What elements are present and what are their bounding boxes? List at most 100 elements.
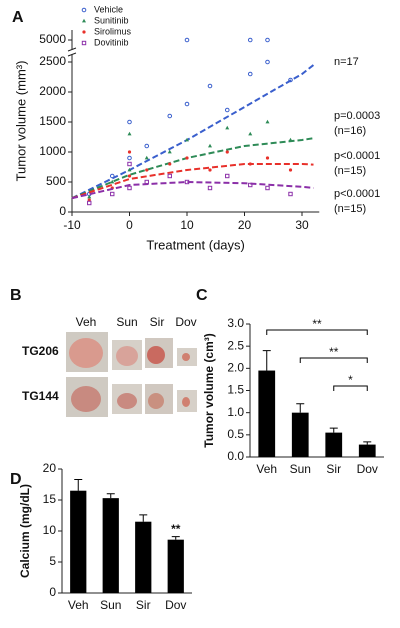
x-tick-label: 20 xyxy=(238,218,252,232)
point xyxy=(127,161,132,167)
legend-label: Sunitinib xyxy=(94,15,129,25)
row-label: TG144 xyxy=(22,389,59,403)
bar xyxy=(358,444,376,457)
column-label: Veh xyxy=(76,315,97,329)
significance-bracket xyxy=(266,329,368,335)
y-tick-label: 500 xyxy=(46,174,66,188)
point xyxy=(184,37,190,43)
point xyxy=(82,30,86,34)
x-tick-label: Sun xyxy=(100,598,121,612)
column-label: Dov xyxy=(175,315,196,329)
annotation: (n=15) xyxy=(334,203,366,215)
point xyxy=(82,18,86,23)
column-label: Sun xyxy=(116,315,137,329)
legend-label: Sirolimus xyxy=(94,26,132,36)
annotation: p=0.0003 xyxy=(334,110,380,122)
x-tick-label: Sun xyxy=(290,462,311,476)
significance-bracket xyxy=(299,357,368,363)
point xyxy=(81,40,87,46)
point xyxy=(127,119,132,125)
point xyxy=(168,162,172,166)
bar xyxy=(291,412,309,457)
y-tick-label: 2.0 xyxy=(227,361,244,375)
point xyxy=(247,71,253,77)
y-axis-label: Tumor volume (cm³) xyxy=(202,333,216,447)
x-tick-label: Veh xyxy=(256,462,277,476)
point xyxy=(265,37,270,43)
bar xyxy=(167,539,184,593)
error-bar xyxy=(262,350,271,371)
x-tick-label: 0 xyxy=(126,218,133,232)
point xyxy=(87,198,91,202)
axis-break xyxy=(67,47,77,57)
y-tick-label: 3.0 xyxy=(227,316,244,330)
point xyxy=(207,185,213,191)
bar xyxy=(258,370,276,457)
y-tick-label: 20 xyxy=(43,461,57,475)
bar xyxy=(102,498,119,593)
y-axis-label: Tumor volume (mm³) xyxy=(13,61,28,182)
row-label: TG206 xyxy=(22,344,59,358)
annotation: (n=15) xyxy=(334,165,366,177)
point xyxy=(127,150,132,154)
point xyxy=(87,194,92,199)
annotation: p<0.0001 xyxy=(334,150,380,162)
y-tick-label: 15 xyxy=(43,492,57,506)
point xyxy=(127,167,132,172)
error-bar xyxy=(329,427,338,433)
point xyxy=(110,179,115,184)
error-bar xyxy=(363,441,372,445)
point xyxy=(224,107,230,113)
annotation: (n=16) xyxy=(334,125,366,137)
y-tick-label: 0 xyxy=(49,585,56,599)
y-tick-label: 1500 xyxy=(39,114,66,128)
error-bar xyxy=(296,403,305,413)
point xyxy=(288,77,293,83)
y-tick-label: 0 xyxy=(59,204,66,218)
point xyxy=(167,173,172,179)
annotation: n=17 xyxy=(334,56,359,68)
x-tick-label: -10 xyxy=(63,218,81,232)
x-tick-label: Veh xyxy=(68,598,89,612)
trend-line xyxy=(71,180,314,200)
error-bar xyxy=(106,493,115,499)
point xyxy=(265,156,270,160)
point xyxy=(144,155,149,160)
x-tick-label: Dov xyxy=(357,462,378,476)
y-tick-label: 5000 xyxy=(39,32,66,46)
tumor-photos xyxy=(66,332,197,417)
y-tick-label: 0.5 xyxy=(227,427,244,441)
y-tick-label: 2500 xyxy=(39,54,66,68)
point xyxy=(184,101,190,107)
significance-label: * xyxy=(348,373,353,387)
y-tick-label: 5 xyxy=(49,554,56,568)
point xyxy=(185,156,189,160)
panel-label: A xyxy=(12,9,24,26)
y-tick-label: 2000 xyxy=(39,84,66,98)
point xyxy=(127,174,132,178)
error-bar xyxy=(74,479,83,491)
trend-line xyxy=(71,64,315,200)
significance-label: ** xyxy=(329,345,339,359)
point xyxy=(185,137,189,142)
point xyxy=(144,143,150,149)
point xyxy=(288,168,293,172)
point xyxy=(127,131,132,136)
panel-label: D xyxy=(10,471,22,488)
point xyxy=(265,59,270,65)
point xyxy=(87,200,92,206)
significance-bracket xyxy=(333,385,368,391)
bar xyxy=(135,521,152,593)
legend-label: Dovitinib xyxy=(94,37,129,47)
annotation: p<0.0001 xyxy=(334,188,380,200)
x-tick-label: 10 xyxy=(180,218,194,232)
point xyxy=(248,182,253,188)
panel-label: C xyxy=(196,287,208,304)
column-label: Sir xyxy=(150,315,165,329)
point xyxy=(265,185,270,191)
point xyxy=(110,191,115,197)
point xyxy=(145,168,149,172)
x-tick-label: Dov xyxy=(165,598,186,612)
x-tick-label: 30 xyxy=(295,218,309,232)
